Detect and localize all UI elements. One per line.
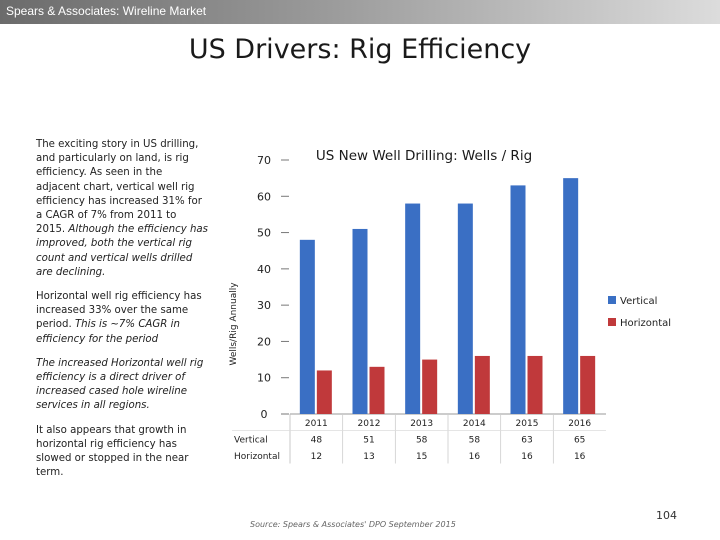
table-cell: 48 bbox=[311, 436, 323, 446]
paragraph-1: The exciting story in US drilling, and p… bbox=[36, 138, 208, 280]
bar-horizontal-2016 bbox=[580, 355, 596, 414]
bar-vertical-2015 bbox=[510, 185, 526, 414]
y-tick-label: 50 bbox=[257, 227, 271, 240]
paragraph-1-italic: Although the efficiency has improved, bo… bbox=[36, 224, 208, 278]
y-tick-label: 10 bbox=[257, 372, 271, 385]
paragraph-2-italic: This is ~7% CAGR in efficiency for the p… bbox=[36, 319, 180, 345]
table-row-label: Horizontal bbox=[234, 452, 280, 462]
y-tick-label: 0 bbox=[261, 408, 268, 421]
chart-title: US New Well Drilling: Wells / Rig bbox=[316, 148, 532, 164]
table-cell: 63 bbox=[521, 436, 532, 446]
commentary-text: The exciting story in US drilling, and p… bbox=[36, 138, 208, 490]
y-tick-label: 40 bbox=[257, 263, 271, 276]
table-cell: 51 bbox=[363, 436, 374, 446]
table-cell: 16 bbox=[521, 452, 533, 462]
x-tick-label: 2014 bbox=[463, 419, 486, 429]
table-cell: 58 bbox=[469, 436, 481, 446]
legend-label-vertical: Vertical bbox=[620, 296, 657, 307]
bar-horizontal-2011 bbox=[316, 370, 332, 414]
table-cell: 16 bbox=[469, 452, 481, 462]
y-tick-label: 20 bbox=[257, 335, 271, 348]
header-bar: Spears & Associates: Wireline Market bbox=[0, 0, 720, 24]
table-cell: 13 bbox=[363, 452, 374, 462]
table-cell: 58 bbox=[416, 436, 428, 446]
table-cell: 16 bbox=[574, 452, 586, 462]
bar-vertical-2011 bbox=[299, 239, 315, 414]
bar-vertical-2013 bbox=[405, 203, 421, 414]
paragraph-3: The increased Horizontal well rig effici… bbox=[36, 357, 204, 412]
table-cell: 15 bbox=[416, 452, 427, 462]
bar-vertical-2012 bbox=[352, 228, 368, 414]
legend-swatch-horizontal bbox=[608, 318, 616, 326]
paragraph-2-text: Horizontal well rig efficiency has incre… bbox=[36, 291, 202, 331]
y-tick-label: 70 bbox=[257, 154, 271, 167]
bar-horizontal-2015 bbox=[527, 355, 543, 414]
header-label: Spears & Associates: Wireline Market bbox=[6, 4, 207, 18]
source-note: Source: Spears & Associates' DPO Septemb… bbox=[250, 520, 456, 529]
legend-label-horizontal: Horizontal bbox=[620, 318, 671, 329]
x-tick-label: 2015 bbox=[516, 419, 539, 429]
x-tick-label: 2011 bbox=[305, 419, 328, 429]
bar-horizontal-2013 bbox=[422, 359, 438, 414]
x-tick-label: 2013 bbox=[410, 419, 433, 429]
y-tick-label: 30 bbox=[257, 299, 271, 312]
bar-vertical-2016 bbox=[563, 178, 579, 414]
table-cell: 65 bbox=[574, 436, 585, 446]
bar-horizontal-2014 bbox=[474, 355, 490, 414]
y-tick-label: 60 bbox=[257, 190, 271, 203]
paragraph-1-text: The exciting story in US drilling, and p… bbox=[36, 139, 202, 236]
bar-vertical-2014 bbox=[457, 203, 473, 414]
paragraph-4: It also appears that growth in horizonta… bbox=[36, 424, 189, 479]
page-number: 104 bbox=[656, 509, 677, 522]
bar-horizontal-2012 bbox=[369, 366, 385, 414]
x-tick-label: 2012 bbox=[358, 419, 381, 429]
slide-title: US Drivers: Rig Efficiency bbox=[188, 34, 532, 65]
x-tick-label: 2016 bbox=[568, 419, 591, 429]
table-row-label: Vertical bbox=[234, 436, 268, 446]
paragraph-2: Horizontal well rig efficiency has incre… bbox=[36, 290, 208, 347]
table-cell: 12 bbox=[311, 452, 322, 462]
legend-swatch-vertical bbox=[608, 296, 616, 304]
